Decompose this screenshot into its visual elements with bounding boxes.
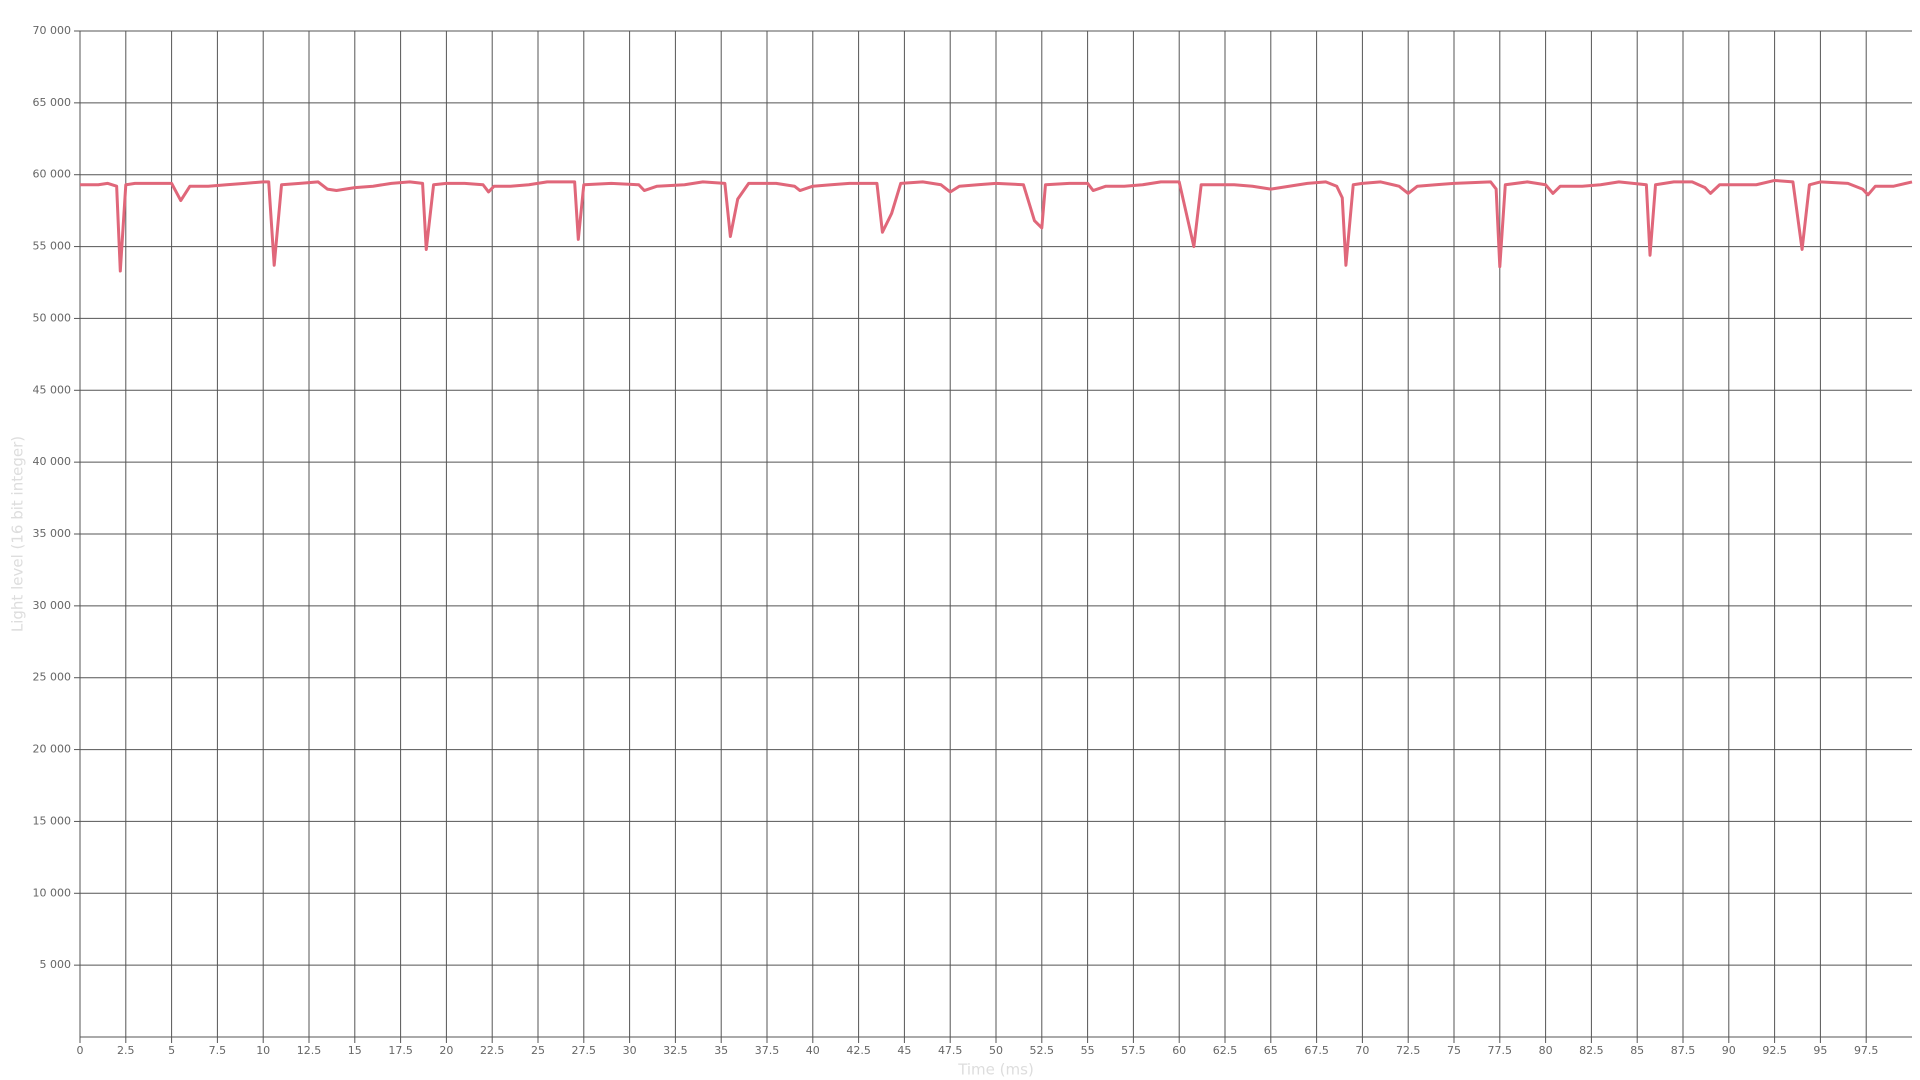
x-tick-label: 95 (1813, 1044, 1827, 1057)
x-tick-label: 55 (1081, 1044, 1095, 1057)
x-axis-title: Time (ms) (957, 1061, 1034, 1079)
x-tick-label: 0 (77, 1044, 84, 1057)
data-line (80, 178, 1913, 273)
x-tick-label: 60 (1172, 1044, 1186, 1057)
y-tick-label: 40 000 (33, 455, 72, 468)
y-tick-label: 5 000 (40, 958, 72, 971)
x-tick-label: 25 (531, 1044, 545, 1057)
y-axis-title: Light level (16 bit integer) (9, 436, 27, 632)
x-tick-label: 42.5 (846, 1044, 871, 1057)
x-tick-label: 17.5 (388, 1044, 413, 1057)
x-tick-label: 22.5 (480, 1044, 505, 1057)
y-tick-label: 70 000 (33, 24, 72, 37)
y-tick-label: 55 000 (33, 240, 72, 253)
x-tick-label: 80 (1539, 1044, 1553, 1057)
x-tick-label: 92.5 (1762, 1044, 1787, 1057)
x-tick-label: 85 (1630, 1044, 1644, 1057)
y-tick-label: 65 000 (33, 96, 72, 109)
x-tick-label: 87.5 (1671, 1044, 1696, 1057)
x-tick-label: 40 (806, 1044, 820, 1057)
y-tick-label: 20 000 (33, 743, 72, 756)
x-tick-label: 72.5 (1396, 1044, 1421, 1057)
x-tick-label: 75 (1447, 1044, 1461, 1057)
x-tick-label: 15 (348, 1044, 362, 1057)
y-tick-label: 25 000 (33, 671, 72, 684)
x-tick-label: 62.5 (1213, 1044, 1238, 1057)
y-tick-label: 35 000 (33, 527, 72, 540)
x-tick-label: 12.5 (297, 1044, 322, 1057)
x-tick-label: 10 (256, 1044, 270, 1057)
x-tick-label: 32.5 (663, 1044, 688, 1057)
x-tick-label: 2.5 (117, 1044, 135, 1057)
y-tick-label: 15 000 (33, 814, 72, 827)
x-tick-label: 82.5 (1579, 1044, 1604, 1057)
x-tick-label: 35 (714, 1044, 728, 1057)
x-tick-label: 65 (1264, 1044, 1278, 1057)
x-tick-label: 52.5 (1030, 1044, 1055, 1057)
x-tick-label: 45 (897, 1044, 911, 1057)
x-tick-label: 70 (1355, 1044, 1369, 1057)
x-tick-label: 20 (439, 1044, 453, 1057)
x-tick-label: 7.5 (209, 1044, 227, 1057)
x-tick-label: 5 (168, 1044, 175, 1057)
x-tick-label: 57.5 (1121, 1044, 1146, 1057)
x-tick-label: 47.5 (938, 1044, 963, 1057)
x-tick-label: 50 (989, 1044, 1003, 1057)
y-tick-label: 45 000 (33, 383, 72, 396)
x-tick-label: 90 (1722, 1044, 1736, 1057)
x-tick-label: 27.5 (572, 1044, 597, 1057)
x-tick-label: 77.5 (1488, 1044, 1513, 1057)
y-tick-label: 60 000 (33, 168, 72, 181)
x-tick-label: 30 (623, 1044, 637, 1057)
y-tick-label: 10 000 (33, 886, 72, 899)
x-tick-label: 97.5 (1854, 1044, 1879, 1057)
y-tick-label: 30 000 (33, 599, 72, 612)
x-tick-label: 37.5 (755, 1044, 780, 1057)
x-tick-label: 67.5 (1304, 1044, 1329, 1057)
y-tick-label: 50 000 (33, 311, 72, 324)
